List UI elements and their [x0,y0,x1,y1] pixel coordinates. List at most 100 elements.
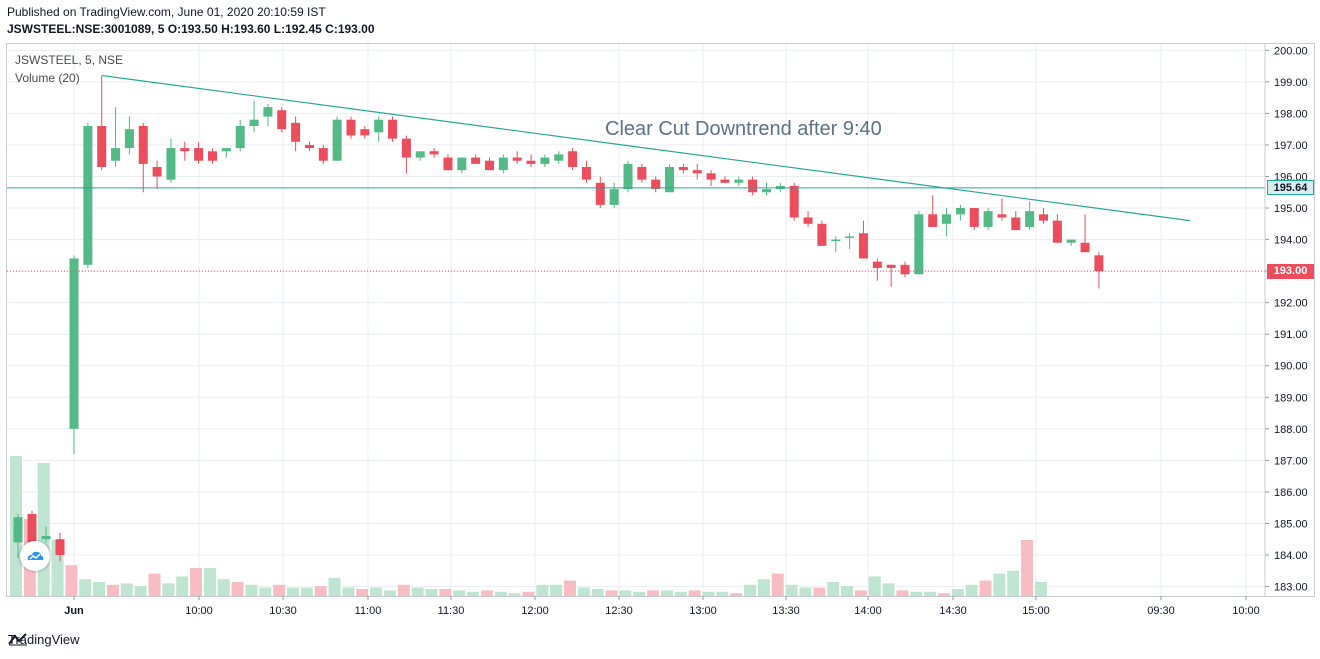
tradingview-badge[interactable] [20,541,50,571]
volume-bar [1007,570,1020,596]
candle-body [789,185,799,218]
volume-bar [259,587,272,596]
price-tick-label: 187.00 [1274,455,1308,467]
candle-body [55,539,65,555]
candle-body [595,182,605,205]
price-tick-label: 188.00 [1274,424,1308,436]
volume-bar [508,593,521,596]
volume-bar [439,589,452,596]
candle-body [568,151,578,168]
price-tick-label: 191.00 [1274,329,1308,341]
price-tick-label: 192.00 [1274,298,1308,310]
time-tick-label: 14:30 [939,605,967,617]
volume-bar [744,584,757,596]
volume-bar [785,584,798,596]
tradingview-logo-icon [8,633,27,646]
volume-bar [924,591,937,596]
candle-body [138,126,148,164]
candle-body [1011,217,1021,231]
price-tick-label: 197.00 [1274,140,1308,152]
candle-body [762,189,771,193]
candle-body [1066,239,1076,243]
candle-body [194,148,204,161]
price-tick-label: 186.00 [1274,487,1308,499]
footer-brand[interactable]: TradingView [8,632,80,647]
candle-body [554,154,564,161]
ohlc-readout: JSWSTEEL:NSE:3001089, 5 O:193.50 H:193.6… [7,22,375,36]
candle-body [886,264,896,268]
candle-body [235,126,245,149]
candle-body [623,163,633,190]
candle-body [124,129,134,149]
volume-bar [148,573,161,596]
volume-bar [702,591,715,596]
chart-grid [7,44,1265,596]
price-tick-label: 183.00 [1274,582,1308,594]
time-tick-label: 10:00 [1232,605,1260,617]
candle-body [13,517,23,543]
volume-bar [979,580,992,596]
candle-body [928,214,938,227]
candle-body [512,157,522,161]
candle-body [388,119,398,139]
candle-body [997,214,1007,218]
candle-body [845,236,855,238]
price-tick-label: 190.00 [1274,361,1308,373]
volume-legend[interactable]: Volume (20) [15,71,80,85]
candle-body [914,214,924,275]
candle-body [41,536,51,540]
volume-bar [522,591,535,596]
candle-body [526,160,536,164]
time-tick-label: 14:00 [854,605,882,617]
candle-body [166,148,176,180]
time-tick-label: 13:30 [772,605,800,617]
symbol-legend[interactable]: JSWSTEEL, 5, NSE [15,53,124,67]
time-axis: Jun 10:00 10:30 11:00 11:30 12:00 12:30 13:00 13… [64,596,1260,617]
candle-body [817,223,827,246]
volume-bar [245,584,258,596]
candle-body [983,211,993,227]
volume-bar [633,591,646,596]
candle-body [678,167,688,171]
volume-bar [937,593,950,596]
volume-bar [494,591,507,596]
candle-body [346,119,356,136]
volume-bar [120,583,133,596]
candle-body [665,167,675,193]
time-tick-label: 11:30 [438,605,465,617]
volume-bar [314,586,327,596]
chart-frame[interactable] [6,43,1315,597]
candle-body [609,189,619,205]
volume-bar [813,587,826,596]
volume-bar [300,587,313,596]
footer-brand-label: TradingView [8,632,80,647]
volume-bar [619,590,632,596]
volume-bar [827,582,840,596]
time-tick-label: 15:00 [1022,605,1050,617]
candle-body [304,144,314,149]
candle-body [872,261,882,268]
volume-bar [425,589,438,596]
candle-body [332,119,342,161]
time-tick-label: 13:00 [689,605,717,617]
candle-body [443,157,453,171]
volume-bar [37,463,50,596]
candle-body [249,119,259,127]
candle-body [1094,255,1104,272]
volume-bar [176,576,189,596]
candle-body [498,157,508,171]
volume-bar [328,577,341,596]
volume-bar [716,591,729,596]
volume-bar [993,573,1006,596]
candle-body [942,214,952,224]
volume-bar [342,587,355,596]
candle-body [831,239,841,242]
price-tick-label: 195.00 [1274,203,1308,215]
volume-bar [605,590,618,596]
volume-bar [841,586,853,596]
last-price-tag: 193.00 [1267,263,1314,279]
price-tick-label: 198.00 [1274,108,1308,120]
published-caption: Published on TradingView.com, June 01, 2… [7,5,326,19]
candle-body [291,122,301,142]
